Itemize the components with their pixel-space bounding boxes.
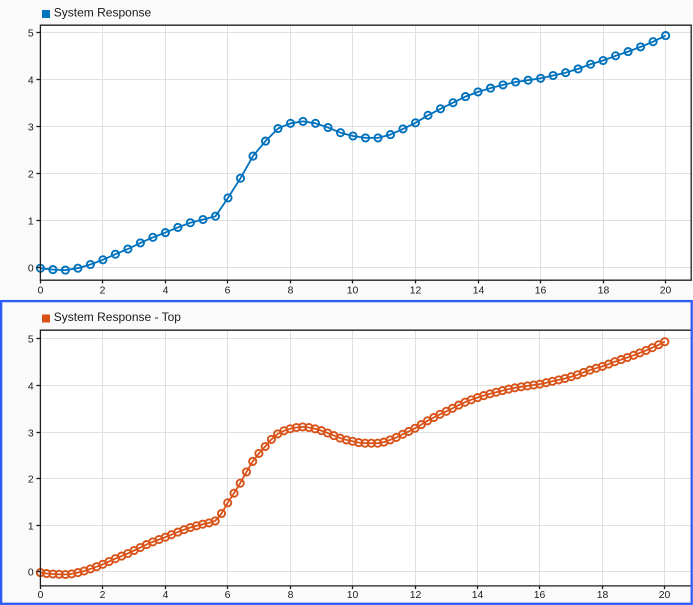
svg-text:1: 1	[28, 217, 34, 228]
svg-text:5: 5	[28, 29, 34, 40]
svg-text:3: 3	[28, 429, 34, 440]
svg-text:2: 2	[28, 475, 34, 486]
svg-text:12: 12	[410, 285, 422, 296]
svg-text:10: 10	[347, 285, 359, 296]
svg-text:14: 14	[473, 285, 485, 296]
svg-text:1: 1	[28, 522, 34, 533]
svg-text:20: 20	[660, 285, 672, 296]
svg-text:System Response - Top: System Response - Top	[54, 310, 181, 324]
svg-text:0: 0	[38, 285, 44, 296]
svg-text:0: 0	[28, 568, 34, 579]
svg-text:16: 16	[535, 285, 547, 296]
svg-text:0: 0	[28, 264, 34, 275]
svg-text:System Response: System Response	[54, 6, 152, 20]
svg-text:5: 5	[28, 335, 34, 346]
svg-text:10: 10	[347, 590, 359, 601]
svg-text:6: 6	[225, 285, 231, 296]
svg-text:18: 18	[597, 590, 609, 601]
svg-text:6: 6	[225, 590, 231, 601]
svg-text:8: 8	[288, 590, 294, 601]
svg-text:2: 2	[28, 170, 34, 181]
svg-text:0: 0	[38, 590, 44, 601]
svg-text:3: 3	[28, 123, 34, 134]
svg-text:4: 4	[163, 285, 169, 296]
svg-text:16: 16	[534, 590, 546, 601]
svg-text:18: 18	[598, 285, 610, 296]
svg-text:2: 2	[100, 590, 106, 601]
svg-text:2: 2	[100, 285, 106, 296]
svg-text:4: 4	[163, 590, 169, 601]
svg-text:14: 14	[472, 590, 484, 601]
svg-text:20: 20	[659, 590, 671, 601]
svg-text:8: 8	[288, 285, 294, 296]
svg-text:4: 4	[28, 382, 34, 393]
svg-text:12: 12	[410, 590, 422, 601]
svg-text:4: 4	[28, 76, 34, 87]
